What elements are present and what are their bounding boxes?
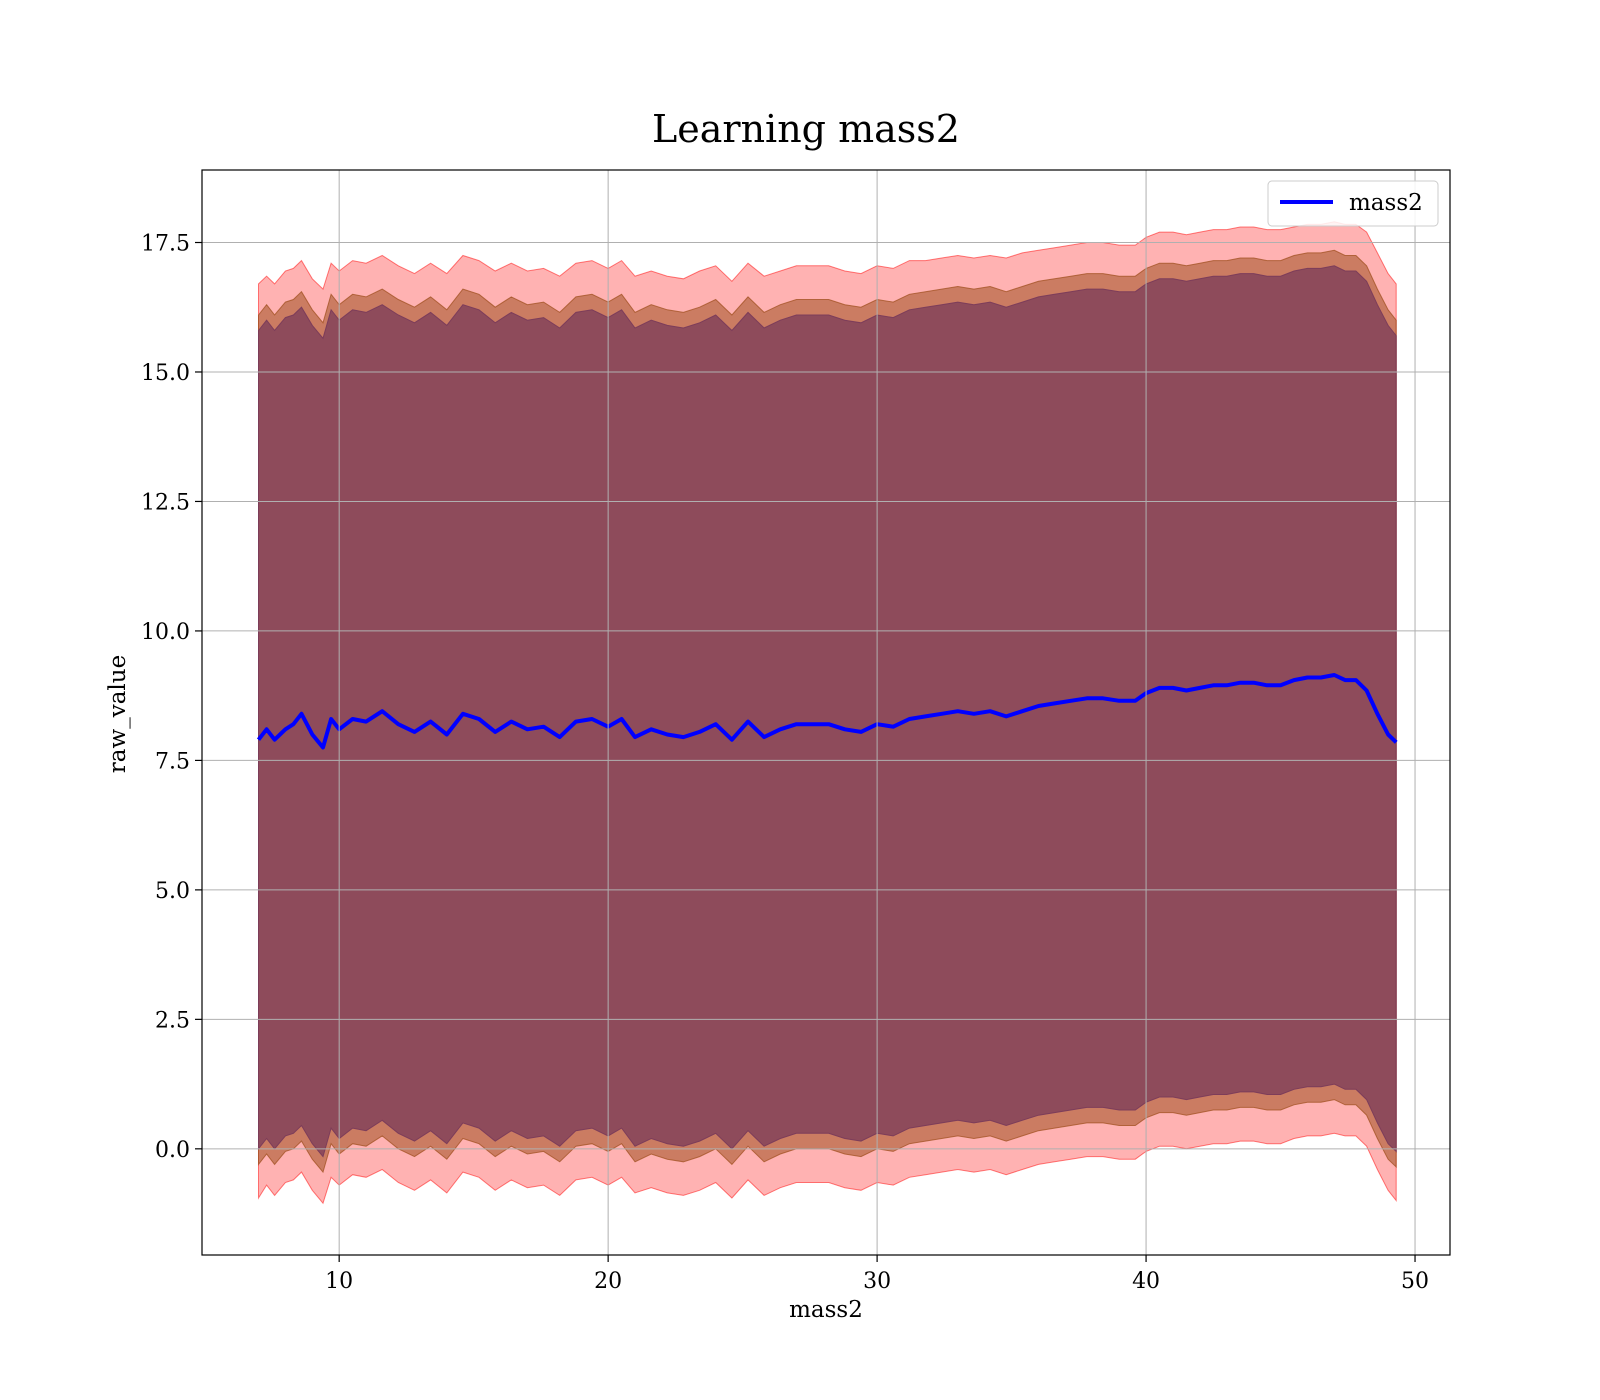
- x-tick-label-3: 40: [1132, 1269, 1160, 1294]
- y-tick-label-3: 7.5: [155, 749, 190, 774]
- x-tick-label-2: 30: [863, 1269, 891, 1294]
- legend-label-mass2: mass2: [1349, 190, 1423, 216]
- plot-area: 10 20 30 40 50 0.0 2.5 5.0 7.5 10.0 12.5 15.0 17.5 ma…: [141, 169, 1451, 1294]
- legend-box: [1267, 180, 1439, 227]
- y-tick-label-7: 17.5: [141, 232, 190, 257]
- bands-group: [256, 221, 1398, 1205]
- chart-title: Learning mass2: [652, 107, 960, 151]
- legend: mass2: [1267, 180, 1439, 227]
- y-axis-label: raw_value: [105, 655, 131, 773]
- confidence-band-3: [258, 265, 1397, 1158]
- plot-frame: [201, 169, 1451, 1256]
- x-axis-label: mass2: [789, 1297, 863, 1323]
- x-tick-label-4: 50: [1401, 1269, 1429, 1294]
- y-tick-label-5: 12.5: [141, 490, 190, 515]
- y-tick-label-2: 5.0: [155, 879, 190, 904]
- y-tick-label-0: 0.0: [155, 1138, 190, 1163]
- series-line-mass2: [256, 673, 1398, 750]
- x-tick-label-1: 20: [594, 1269, 622, 1294]
- y-tick-label-6: 15.0: [141, 361, 190, 386]
- y-tick-label-4: 10.0: [141, 620, 190, 645]
- y-tick-label-1: 2.5: [155, 1008, 190, 1033]
- x-tick-label-0: 10: [325, 1269, 353, 1294]
